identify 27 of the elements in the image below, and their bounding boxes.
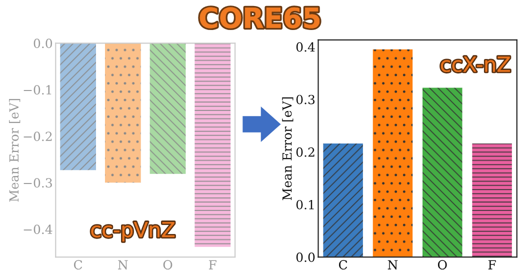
x-tick-label: O (438, 260, 447, 270)
x-tick-label: C (74, 260, 82, 270)
bar (323, 144, 363, 258)
x-tick-label: F (488, 260, 496, 270)
y-tick-label: 0.0 (296, 252, 315, 262)
bar (422, 88, 462, 258)
chart-title: CORE65 (200, 7, 320, 28)
y-tick-label: 0.0 (34, 38, 52, 48)
x-tick-label: F (208, 260, 216, 270)
y-tick-label: 0.1 (296, 200, 314, 210)
y-tick-label: −0.3 (24, 178, 52, 188)
y-tick-label: −0.2 (24, 132, 52, 142)
y-tick-label: −0.1 (24, 85, 52, 95)
y-tick-label: −0.4 (24, 224, 52, 234)
y-axis-title: Mean Error [eV] (282, 97, 294, 200)
x-tick-label: O (163, 260, 172, 270)
x-tick-label: N (118, 260, 128, 270)
bar (372, 49, 413, 258)
bar (472, 144, 512, 258)
y-tick-label: 0.4 (296, 42, 315, 52)
annotation: cc-pVnZ (91, 222, 175, 242)
x-tick-label: C (338, 260, 348, 270)
annotation: ccX-nZ (440, 56, 510, 72)
y-axis-title: Mean Error [eV] (9, 98, 20, 202)
y-tick-label: 0.2 (296, 147, 314, 157)
x-tick-label: N (388, 260, 398, 270)
y-tick-label: 0.3 (296, 94, 315, 104)
